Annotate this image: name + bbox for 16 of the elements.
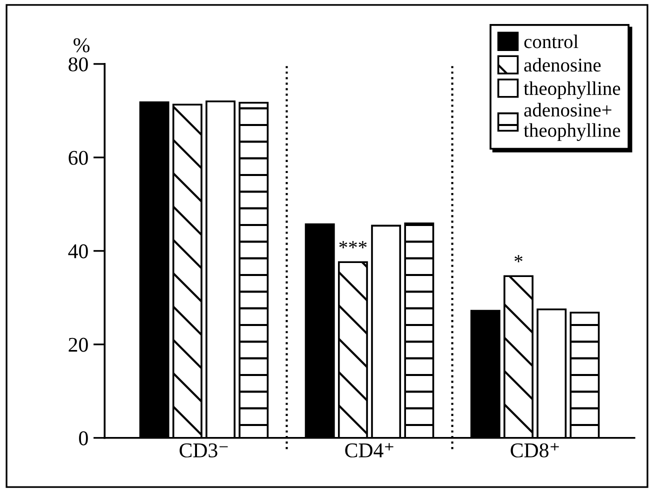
legend-label: control bbox=[524, 34, 578, 48]
legend-label: adenosine bbox=[524, 58, 601, 72]
legend-label: theophylline bbox=[524, 123, 620, 141]
x-tick-label: CD3⁻ bbox=[180, 443, 228, 458]
text: theophylline bbox=[524, 81, 620, 100]
x-tick-label: CD4⁺ bbox=[345, 443, 394, 458]
text: adenosine+ bbox=[524, 102, 612, 117]
y-tick-label: 40 bbox=[68, 244, 88, 258]
x-tick-label: CD8⁺ bbox=[510, 443, 559, 458]
annotation: * bbox=[514, 255, 522, 262]
y-tick-label: 20 bbox=[68, 338, 88, 352]
y-tick-label: 80 bbox=[68, 57, 88, 72]
y-tick-label: 0 bbox=[79, 431, 88, 446]
y-axis-title: % bbox=[74, 38, 90, 52]
annotation: *** bbox=[339, 241, 367, 248]
y-tick-label: 60 bbox=[68, 150, 88, 165]
